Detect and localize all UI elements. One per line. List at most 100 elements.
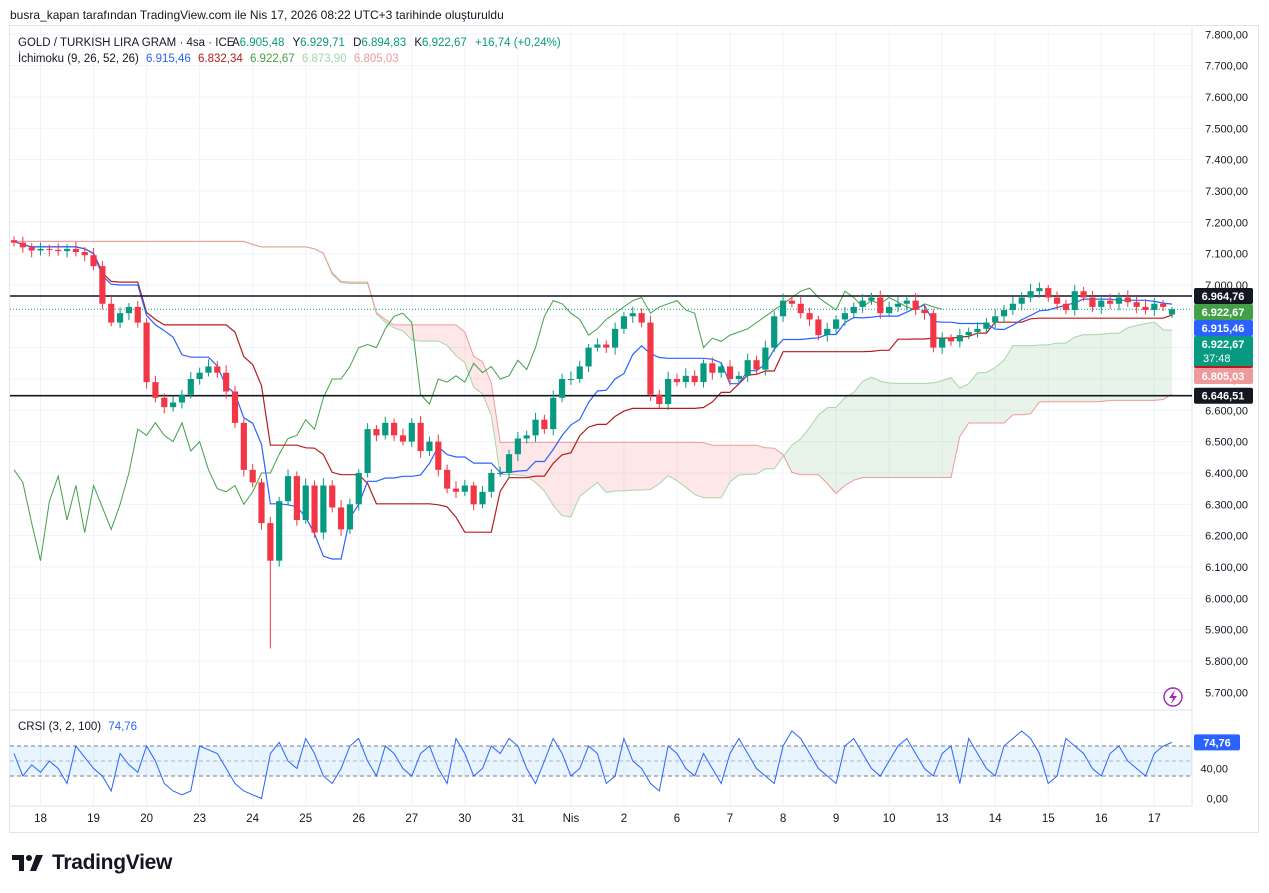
cloud-segment [889, 382, 898, 478]
candle-body [894, 303, 902, 307]
cloud-segment [1021, 345, 1031, 415]
time-tick-label: 31 [511, 813, 524, 825]
legend-close-label: K [414, 37, 422, 49]
candle [841, 306, 849, 326]
legend-low: 6.894,83 [361, 37, 406, 49]
cloud-segment [853, 381, 863, 481]
candle [797, 296, 804, 319]
candle-body [90, 255, 97, 267]
candle [302, 478, 309, 524]
price-axis: 5.700,00 5.800,00 5.900,00 6.000,00 6.100,00… [1194, 29, 1253, 699]
candle-body [877, 297, 884, 314]
candle-body [868, 297, 875, 301]
chart-frame [9, 25, 1259, 833]
candle [753, 355, 760, 374]
candle [603, 340, 610, 353]
candle [859, 294, 866, 313]
price-label-box [1194, 387, 1253, 404]
cloud-segment [464, 332, 474, 388]
candle-body [399, 435, 407, 442]
candle [1160, 300, 1167, 311]
candle [1142, 299, 1149, 315]
cloud-segment [491, 382, 501, 475]
candle [1053, 291, 1061, 310]
candle-body [1045, 288, 1052, 298]
price-tick-label: 5.900,00 [1205, 625, 1248, 637]
candle-body [930, 313, 937, 348]
candle-body [1098, 300, 1105, 307]
candle-body [779, 300, 787, 317]
cloud-segment [1057, 343, 1066, 402]
tradingview-logo[interactable]: TradingView [12, 851, 172, 875]
candle-body [355, 472, 362, 505]
candle-body [302, 485, 309, 520]
candle-body [444, 469, 451, 489]
cloud-segment [1092, 334, 1102, 402]
cloud-segment [721, 445, 731, 498]
candle-body [771, 316, 778, 348]
candle-body [55, 249, 62, 252]
candle [1098, 295, 1105, 314]
time-tick-label: 14 [989, 813, 1002, 825]
candle [276, 496, 283, 567]
candle-body [762, 347, 769, 370]
candle [1027, 283, 1034, 303]
cloud-segment [712, 445, 722, 498]
crsi-value-label: 74,76 [1194, 734, 1240, 751]
candle [947, 334, 955, 346]
price-tick-label: 7.800,00 [1205, 29, 1248, 41]
candle-body [196, 372, 203, 379]
cloud-segment [800, 427, 810, 475]
cloud-segment [606, 442, 616, 493]
price-tick-label: 5.800,00 [1205, 656, 1248, 668]
candle-body [125, 306, 133, 314]
cloud-segment [420, 324, 430, 342]
candle-body [912, 300, 919, 311]
tradingview-logo-icon [12, 853, 46, 873]
legend-ichimoku-v0: 6.915,46 [146, 53, 191, 65]
cloud-segment [455, 324, 465, 363]
candle-body [1160, 303, 1167, 307]
price-label: 6.646,51 [1194, 387, 1253, 404]
candle-body [1124, 297, 1131, 303]
cloud-segment [1065, 337, 1075, 402]
price-tick-label: 6.300,00 [1205, 499, 1248, 511]
lightning-icon[interactable] [1163, 687, 1183, 707]
legend-ichimoku-v2: 6.922,67 [250, 53, 295, 65]
candle-body [1036, 288, 1043, 292]
candle-body [691, 375, 698, 383]
cloud-segment [818, 407, 828, 484]
candle-body [28, 247, 35, 251]
candle [779, 293, 787, 322]
candle-body [1168, 309, 1176, 315]
candle [1107, 293, 1114, 309]
candle [700, 359, 707, 388]
crsi-value-text: 74,76 [1203, 737, 1231, 749]
candle [329, 480, 336, 513]
candle-body [523, 435, 530, 439]
cloud-segment [623, 442, 633, 491]
crsi-tick-label: 0,00 [1207, 794, 1228, 806]
candle [974, 322, 981, 338]
candle [788, 295, 795, 308]
cloud-segment [915, 383, 925, 478]
cloud-segment [429, 324, 439, 342]
price-tick-label: 7.200,00 [1205, 217, 1248, 229]
candle-body [249, 469, 256, 483]
candle [417, 415, 424, 458]
current-price-box [1194, 336, 1253, 367]
candle [868, 292, 875, 305]
candle-body [594, 344, 601, 348]
candle-body [37, 248, 44, 251]
time-tick-label: 15 [1042, 813, 1055, 825]
cloud-segment [1039, 344, 1049, 402]
candle [125, 303, 133, 321]
price-label-text: 6.915,46 [1202, 323, 1245, 335]
candle [1115, 292, 1123, 311]
candle-body [19, 242, 26, 248]
cloud-segment [1110, 333, 1119, 401]
candle-body [718, 366, 725, 373]
legend-ichimoku-v3: 6.873,90 [302, 53, 347, 65]
candle-body [1080, 291, 1087, 298]
